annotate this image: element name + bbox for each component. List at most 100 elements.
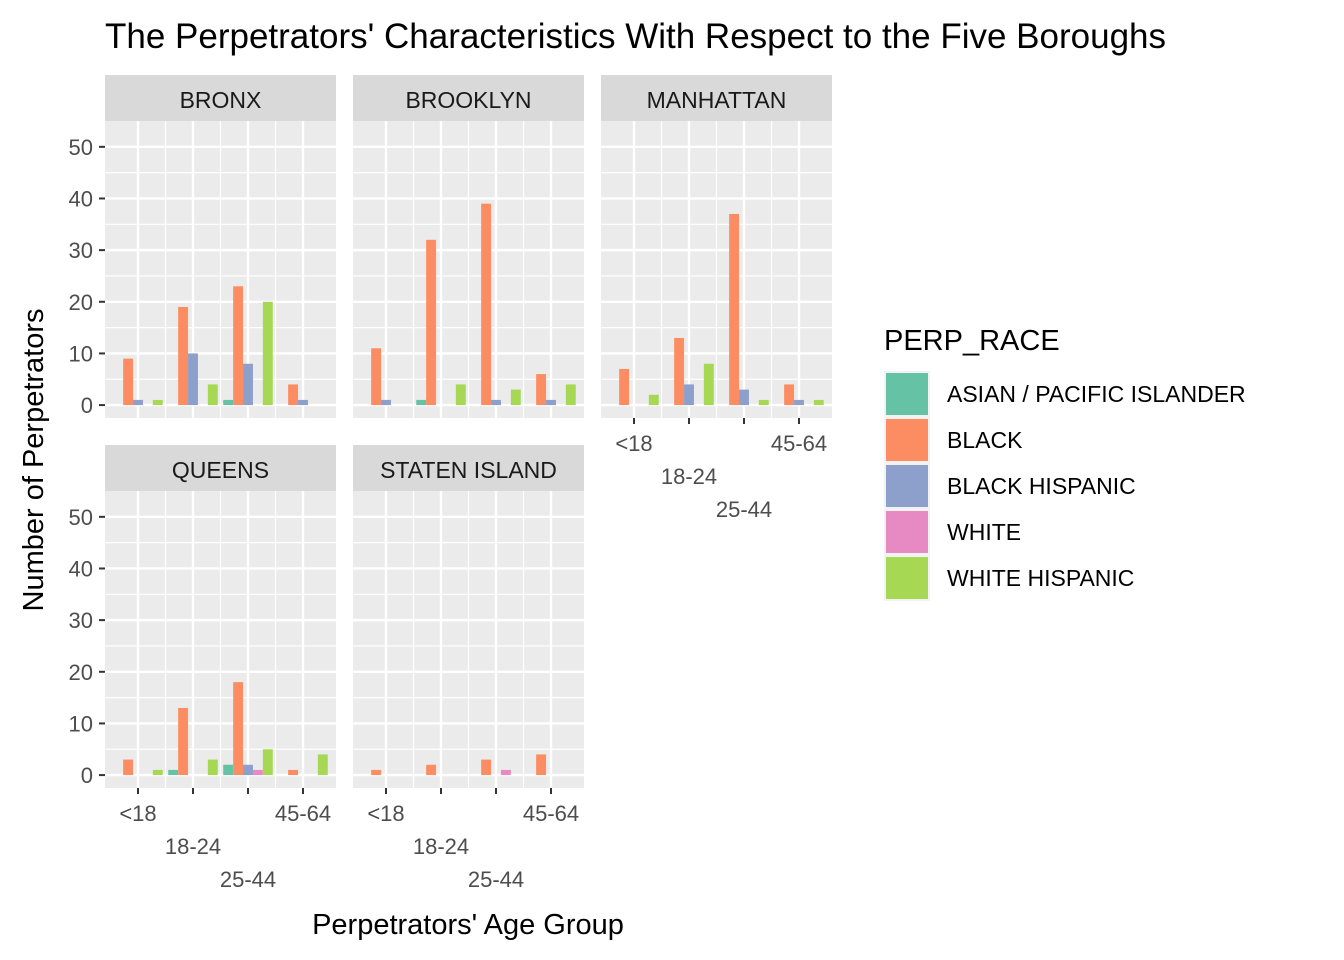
legend: PERP_RACE ASIAN / PACIFIC ISLANDER BLACK B… xyxy=(884,325,1246,601)
y-tick-label: 10 xyxy=(69,711,93,736)
legend-swatch-black-hispanic xyxy=(886,465,928,507)
y-tick-label: 40 xyxy=(69,186,93,211)
bar-brooklyn-black-25-44 xyxy=(481,203,492,406)
legend-swatch-white-hispanic xyxy=(886,557,928,599)
bar-manhattan-black-45-64 xyxy=(784,384,795,406)
y-tick-label: 20 xyxy=(69,660,93,685)
bar-brooklyn-white-hispanic-18-24 xyxy=(455,384,466,406)
y-tick-label: 40 xyxy=(69,556,93,581)
panel-staten-island: STATEN ISLAND <18 18-24 25-44 45-64 xyxy=(353,445,584,892)
legend-swatch-black xyxy=(886,419,928,461)
bar-bronx-asian-pacific-islander-25-44 xyxy=(223,399,234,406)
strip-label-manhattan: MANHATTAN xyxy=(647,87,787,113)
panel-queens: QUEENS 0 10 20 30 40 50 <18 18-24 25-44 45-64 xyxy=(69,445,336,892)
x-tick-label-18-24: 18-24 xyxy=(661,464,717,489)
bar-brooklyn-black-18 xyxy=(371,348,382,406)
bar-staten-island-black-18 xyxy=(371,769,382,776)
bar-brooklyn-black-hispanic-18 xyxy=(381,399,391,406)
strip-label-bronx: BRONX xyxy=(180,87,262,113)
bar-bronx-white-hispanic-18 xyxy=(152,399,163,406)
panel-bronx: BRONX 0 10 20 30 40 50 xyxy=(69,75,336,418)
y-tick-label: 0 xyxy=(81,393,93,418)
bar-queens-asian-pacific-islander-18-24 xyxy=(168,769,179,776)
bar-queens-white-hispanic-18-24 xyxy=(207,759,218,776)
strip-label-queens: QUEENS xyxy=(172,457,269,483)
bar-queens-black-18-24 xyxy=(178,707,189,776)
bar-bronx-black-hispanic-18-24 xyxy=(188,353,198,406)
strip-staten-island xyxy=(353,445,584,491)
bar-manhattan-white-hispanic-18-24 xyxy=(703,363,714,406)
y-tick-label: 0 xyxy=(81,763,93,788)
bar-queens-black-18 xyxy=(123,759,134,776)
bar-bronx-black-18 xyxy=(123,358,134,406)
bar-manhattan-black-18 xyxy=(619,368,630,406)
legend-swatch-asian-pacific-islander xyxy=(886,373,928,415)
x-tick-label-45-64: 45-64 xyxy=(771,431,827,456)
bar-queens-black-25-44 xyxy=(233,682,244,776)
bar-bronx-white-hispanic-18-24 xyxy=(207,384,218,406)
legend-label-black: BLACK xyxy=(947,427,1023,453)
bar-queens-asian-pacific-islander-25-44 xyxy=(223,764,234,776)
y-tick-label: 50 xyxy=(69,505,93,530)
x-tick-label-45-64: 45-64 xyxy=(523,801,579,826)
y-axis-title: Number of Perpetrators xyxy=(18,308,50,611)
y-tick-label: 30 xyxy=(69,238,93,263)
bar-brooklyn-black-hispanic-25-44 xyxy=(491,399,501,406)
bar-brooklyn-black-18-24 xyxy=(426,239,437,406)
x-axis-title: Perpetrators' Age Group xyxy=(312,909,624,941)
x-tick-label-25-44: 25-44 xyxy=(716,497,772,522)
panel-manhattan: MANHATTAN <18 18-24 25-44 45-64 xyxy=(601,75,832,522)
bar-queens-black-45-64 xyxy=(288,769,299,776)
bar-brooklyn-black-hispanic-45-64 xyxy=(546,399,556,406)
x-tick-label-18-24: 18-24 xyxy=(165,834,221,859)
bar-queens-black-hispanic-25-44 xyxy=(243,764,253,776)
bar-staten-island-white-25-44 xyxy=(500,769,511,776)
bar-manhattan-black-hispanic-25-44 xyxy=(739,389,749,406)
bar-manhattan-black-25-44 xyxy=(729,213,740,406)
bar-brooklyn-asian-pacific-islander-18-24 xyxy=(416,399,427,406)
bar-queens-white-25-44 xyxy=(252,769,263,776)
facet-panels: BRONX 0 10 20 30 40 50 BROOKLYN MANHATTAN <18 18-2… xyxy=(69,75,832,892)
strip-brooklyn xyxy=(353,75,584,121)
bar-brooklyn-white-hispanic-25-44 xyxy=(510,389,521,406)
legend-label-black-hispanic: BLACK HISPANIC xyxy=(947,473,1136,499)
legend-label-white: WHITE xyxy=(947,519,1021,545)
strip-bronx xyxy=(105,75,336,121)
y-tick-label: 30 xyxy=(69,608,93,633)
panel-brooklyn: BROOKLYN xyxy=(353,75,584,418)
bar-queens-white-hispanic-45-64 xyxy=(317,754,328,776)
x-tick-label-25-44: 25-44 xyxy=(220,867,276,892)
x-tick-label-18: <18 xyxy=(615,431,652,456)
bar-bronx-black-18-24 xyxy=(178,306,189,406)
bar-manhattan-white-hispanic-18 xyxy=(648,394,659,406)
legend-title: PERP_RACE xyxy=(884,325,1060,357)
x-tick-label-18-24: 18-24 xyxy=(413,834,469,859)
x-tick-label-45-64: 45-64 xyxy=(275,801,331,826)
legend-label-asian-pacific-islander: ASIAN / PACIFIC ISLANDER xyxy=(947,381,1246,407)
strip-queens xyxy=(105,445,336,491)
bar-manhattan-black-hispanic-45-64 xyxy=(794,399,804,406)
bar-queens-white-hispanic-18 xyxy=(152,769,163,776)
bar-bronx-black-45-64 xyxy=(288,384,299,406)
y-tick-label: 10 xyxy=(69,341,93,366)
bar-staten-island-black-45-64 xyxy=(536,754,547,776)
x-tick-label-25-44: 25-44 xyxy=(468,867,524,892)
legend-label-white-hispanic: WHITE HISPANIC xyxy=(947,565,1134,591)
bar-brooklyn-black-45-64 xyxy=(536,374,547,406)
x-tick-label-18: <18 xyxy=(367,801,404,826)
bar-bronx-black-hispanic-45-64 xyxy=(298,399,308,406)
bar-bronx-black-hispanic-18 xyxy=(133,399,143,406)
bar-manhattan-white-hispanic-45-64 xyxy=(813,399,824,406)
legend-swatch-white xyxy=(886,511,928,553)
bar-manhattan-black-18-24 xyxy=(674,337,685,406)
chart-title: The Perpetrators' Characteristics With R… xyxy=(105,17,1166,56)
bar-bronx-white-hispanic-25-44 xyxy=(262,301,273,406)
bar-manhattan-white-hispanic-25-44 xyxy=(758,399,769,406)
bar-staten-island-black-25-44 xyxy=(481,759,492,776)
strip-manhattan xyxy=(601,75,832,121)
bar-manhattan-black-hispanic-18-24 xyxy=(684,384,694,406)
strip-label-staten-island: STATEN ISLAND xyxy=(380,457,557,483)
bar-bronx-black-25-44 xyxy=(233,286,244,406)
bar-brooklyn-white-hispanic-45-64 xyxy=(565,384,576,406)
